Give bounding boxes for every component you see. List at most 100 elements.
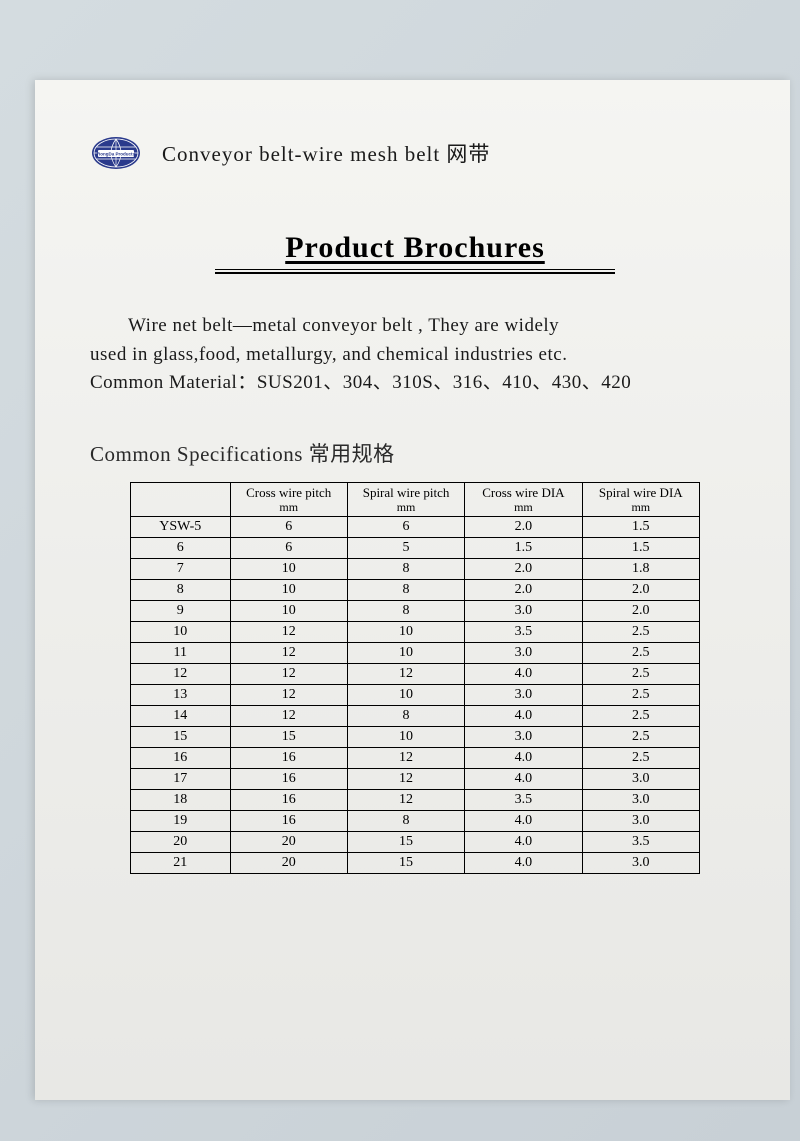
table-row: 91083.02.0 [131,601,700,622]
table-row: 1212124.02.5 [131,664,700,685]
description-line-1: Wire net belt—metal conveyor belt , They… [128,315,559,336]
table-cell: 12 [347,748,464,769]
table-cell: 8 [347,580,464,601]
table-cell: 12 [347,769,464,790]
table-cell: YSW-5 [131,517,231,538]
table-header: Cross wire pitchmmSpiral wire pitchmmCro… [131,482,700,517]
table-cell: 21 [131,853,231,874]
table-cell: 2.0 [582,580,699,601]
table-row: 6651.51.5 [131,538,700,559]
table-cell: 6 [230,517,347,538]
table-cell: 3.0 [582,769,699,790]
description-line-3: Common Material：SUS201、304、310S、316、410、… [90,369,740,398]
table-row: 2120154.03.0 [131,853,700,874]
table-cell: 4.0 [465,664,582,685]
table-row: 1616124.02.5 [131,748,700,769]
table-cell: 16 [230,790,347,811]
product-description: Wire net belt—metal conveyor belt , They… [90,312,740,398]
table-cell: 8 [347,559,464,580]
table-cell: 3.5 [582,832,699,853]
specifications-title: Common Specifications 常用规格 [90,438,740,468]
page-header: RongDa Products Conveyor belt-wire mesh … [90,135,740,171]
table-cell: 4.0 [465,853,582,874]
table-row: 1816123.53.0 [131,790,700,811]
table-cell: 2.5 [582,643,699,664]
table-row: 1312103.02.5 [131,685,700,706]
table-cell: 8 [347,706,464,727]
table-cell: 12 [347,664,464,685]
table-cell: 15 [131,727,231,748]
description-line-2: used in glass,food, metallurgy, and chem… [90,341,740,370]
table-cell: 6 [347,517,464,538]
table-cell: 3.0 [582,790,699,811]
table-cell: 8 [347,811,464,832]
table-row: 1515103.02.5 [131,727,700,748]
table-cell: 6 [230,538,347,559]
table-cell: 8 [347,601,464,622]
table-cell: 7 [131,559,231,580]
table-cell: 2.5 [582,727,699,748]
table-cell: 12 [230,622,347,643]
table-row: 71082.01.8 [131,559,700,580]
table-cell: 3.0 [465,601,582,622]
table-row: 141284.02.5 [131,706,700,727]
table-cell: 4.0 [465,832,582,853]
table-cell: 16 [131,748,231,769]
table-cell: 11 [131,643,231,664]
svg-text:RongDa Products: RongDa Products [97,152,135,157]
header-title: Conveyor belt-wire mesh belt 网带 [162,138,490,168]
table-cell: 3.0 [465,643,582,664]
main-title: Product Brochures [90,231,740,265]
table-cell: 14 [131,706,231,727]
table-cell: 16 [230,748,347,769]
table-cell: 10 [347,685,464,706]
table-cell: 20 [230,832,347,853]
table-body: YSW-5662.01.56651.51.571082.01.881082.02… [131,517,700,874]
table-row: YSW-5662.01.5 [131,517,700,538]
table-cell: 2.0 [465,559,582,580]
table-cell: 16 [230,769,347,790]
title-underline [215,269,615,274]
table-cell: 17 [131,769,231,790]
table-cell: 18 [131,790,231,811]
table-cell: 12 [230,706,347,727]
table-cell: 12 [230,664,347,685]
table-column-header: Spiral wire DIAmm [582,482,699,517]
table-row: 81082.02.0 [131,580,700,601]
table-cell: 3.0 [465,685,582,706]
table-cell: 10 [230,559,347,580]
table-cell: 20 [131,832,231,853]
table-row: 1012103.52.5 [131,622,700,643]
table-column-header [131,482,231,517]
table-cell: 16 [230,811,347,832]
table-cell: 10 [230,580,347,601]
table-cell: 4.0 [465,811,582,832]
table-cell: 3.0 [582,811,699,832]
table-cell: 4.0 [465,769,582,790]
table-cell: 20 [230,853,347,874]
table-row: 1112103.02.5 [131,643,700,664]
table-cell: 1.8 [582,559,699,580]
table-cell: 12 [347,790,464,811]
table-column-header: Spiral wire pitchmm [347,482,464,517]
table-column-header: Cross wire pitchmm [230,482,347,517]
table-row: 1716124.03.0 [131,769,700,790]
table-cell: 1.5 [582,517,699,538]
table-cell: 2.0 [465,580,582,601]
table-cell: 10 [347,643,464,664]
table-cell: 10 [230,601,347,622]
table-cell: 12 [230,685,347,706]
table-cell: 2.5 [582,622,699,643]
table-cell: 10 [347,727,464,748]
table-cell: 3.5 [465,790,582,811]
table-cell: 12 [131,664,231,685]
table-cell: 3.0 [465,727,582,748]
table-cell: 2.5 [582,685,699,706]
table-cell: 4.0 [465,706,582,727]
table-cell: 6 [131,538,231,559]
table-cell: 15 [347,832,464,853]
table-cell: 19 [131,811,231,832]
specifications-table: Cross wire pitchmmSpiral wire pitchmmCro… [130,482,700,875]
table-cell: 3.0 [582,853,699,874]
table-cell: 2.5 [582,748,699,769]
